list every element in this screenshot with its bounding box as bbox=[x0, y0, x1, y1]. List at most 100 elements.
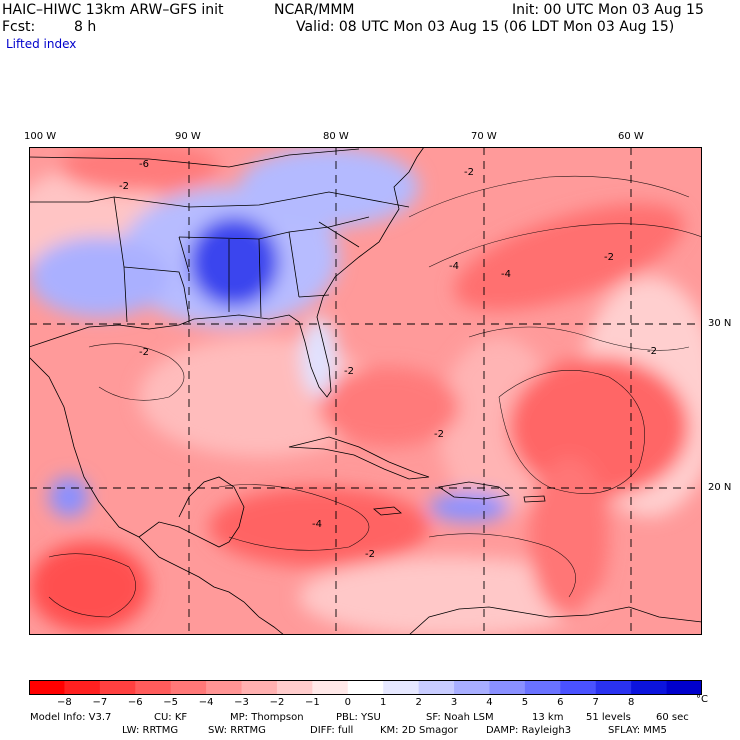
colorbar-tick-label: −6 bbox=[127, 697, 143, 708]
colorbar-tick-label: 8 bbox=[627, 697, 635, 708]
colorbar-tick-label: −4 bbox=[198, 697, 214, 708]
field-stable-mexico bbox=[49, 477, 89, 517]
footer-diff: DIFF: full bbox=[310, 725, 354, 736]
contour-label: -2 bbox=[464, 167, 474, 178]
field-stable-florida bbox=[301, 317, 337, 397]
contour-3 bbox=[468, 326, 690, 351]
colorbar-tick-label: 4 bbox=[486, 697, 493, 708]
south-america-coast bbox=[408, 606, 702, 635]
model-title: HAIC–HIWC 13km ARW–GFS init bbox=[2, 2, 224, 18]
contour-7 bbox=[428, 533, 576, 598]
init-time: Init: 00 UTC Mon 03 Aug 15 bbox=[512, 2, 704, 18]
contour-1 bbox=[408, 175, 690, 218]
us-state-line-7 bbox=[288, 231, 300, 298]
contour-label: -2 bbox=[119, 181, 129, 192]
contour-label: -2 bbox=[604, 252, 614, 263]
colorbar-tick-label: −7 bbox=[92, 697, 108, 708]
contour-label: -2 bbox=[139, 347, 149, 358]
central-america bbox=[138, 536, 285, 635]
colorbar-tick-label: 2 bbox=[415, 697, 422, 708]
footer-damp: DAMP: Rayleigh3 bbox=[486, 725, 572, 736]
colorbar-tick-label: −5 bbox=[163, 697, 179, 708]
colorbar-swatch bbox=[241, 680, 278, 695]
field-pale-south bbox=[299, 557, 599, 635]
lat-label-20n: 20 N bbox=[708, 482, 732, 493]
colorbar-swatch bbox=[524, 680, 561, 695]
footer-sflay: SFLAY: MM5 bbox=[608, 725, 667, 736]
footer-model-info: Model Info: V3.7 bbox=[30, 712, 112, 723]
colorbar-tick-label: 3 bbox=[450, 697, 458, 708]
colorbar-swatch bbox=[560, 680, 597, 695]
field-strong-ne bbox=[454, 203, 684, 311]
colorbar-swatch bbox=[64, 680, 101, 695]
footer-sf: SF: Noah LSM bbox=[426, 712, 494, 723]
contour-8 bbox=[48, 553, 136, 618]
footer-km: KM: 2D Smagor bbox=[380, 725, 458, 736]
colorbar-swatch bbox=[489, 680, 526, 695]
colorbar-swatch bbox=[595, 680, 632, 695]
hispaniola bbox=[437, 481, 510, 500]
contour-label: -4 bbox=[312, 519, 322, 530]
colorbar-swatch bbox=[276, 680, 313, 695]
contour-5 bbox=[88, 343, 185, 401]
canada-border bbox=[29, 148, 360, 168]
contour-label: -6 bbox=[139, 159, 149, 170]
footer-sw: SW: RRTMG bbox=[208, 725, 266, 736]
footer-mp: MP: Thompson bbox=[230, 712, 304, 723]
field-strong-sw bbox=[29, 542, 149, 632]
footer-pbl: PBL: YSU bbox=[336, 712, 381, 723]
field-strong-caribbean bbox=[209, 487, 429, 567]
contour-label: -2 bbox=[365, 549, 375, 560]
contour-6 bbox=[218, 484, 370, 551]
lon-label-70w: 70 W bbox=[471, 131, 497, 142]
contour-label: -2 bbox=[344, 366, 354, 377]
contour-label: -4 bbox=[501, 269, 511, 280]
colorbar-swatch bbox=[170, 680, 207, 695]
org-label: NCAR/MMM bbox=[274, 2, 355, 18]
field-strong-lesser bbox=[529, 457, 609, 617]
lon-label-90w: 90 W bbox=[175, 131, 201, 142]
colorbar-swatch bbox=[135, 680, 172, 695]
valid-time: Valid: 08 UTC Mon 03 Aug 15 (06 LDT Mon … bbox=[296, 19, 675, 35]
colorbar-swatch bbox=[312, 680, 349, 695]
colorbar-tick-label: 7 bbox=[592, 697, 599, 708]
footer-levels: 51 levels bbox=[586, 712, 631, 723]
puerto-rico bbox=[523, 495, 546, 503]
footer-cu: CU: KF bbox=[154, 712, 188, 723]
colorbar-tick-label: −3 bbox=[234, 697, 249, 708]
jamaica bbox=[373, 506, 402, 516]
lifted-index-map: -6 -2 -2 -2 -4 -2 -2 -2 -4 -2 -4 -2 bbox=[29, 147, 702, 635]
colorbar-swatch bbox=[206, 680, 243, 695]
lon-label-80w: 80 W bbox=[323, 131, 349, 142]
field-stable-texas bbox=[29, 237, 169, 317]
us-state-line-2 bbox=[123, 266, 190, 318]
colorbar-swatch bbox=[347, 680, 384, 695]
contour-label: -2 bbox=[647, 346, 657, 357]
fcst-label: Fcst: bbox=[2, 19, 36, 35]
field-stable-appal bbox=[239, 147, 419, 227]
field-stable-core bbox=[189, 217, 279, 307]
colorbar-tick-label: 1 bbox=[380, 697, 387, 708]
contour-2 bbox=[428, 223, 702, 268]
us-gulf-coast bbox=[29, 147, 425, 398]
us-state-line-9 bbox=[298, 294, 330, 298]
colorbar-tick-label: 0 bbox=[344, 697, 351, 708]
colorbar-tick-label: −2 bbox=[269, 697, 285, 708]
us-state-line-8 bbox=[318, 221, 360, 248]
colorbar-unit: °C bbox=[696, 694, 708, 705]
footer-resolution: 13 km bbox=[532, 712, 564, 723]
colorbar bbox=[29, 680, 702, 695]
colorbar-tick-label: −1 bbox=[304, 697, 320, 708]
field-stable-hisp bbox=[429, 492, 509, 522]
fcst-value: 8 h bbox=[74, 19, 97, 35]
field-strong-bahamas bbox=[319, 367, 459, 447]
us-state-line-3 bbox=[178, 236, 190, 273]
cuba bbox=[288, 436, 430, 480]
colorbar-tick-label: −8 bbox=[57, 697, 72, 708]
footer-timestep: 60 sec bbox=[656, 712, 689, 723]
colorbar-swatch bbox=[418, 680, 455, 695]
contour-4 bbox=[498, 370, 646, 494]
lon-label-60w: 60 W bbox=[618, 131, 644, 142]
colorbar-swatch bbox=[99, 680, 136, 695]
colorbar-swatch bbox=[29, 680, 65, 695]
